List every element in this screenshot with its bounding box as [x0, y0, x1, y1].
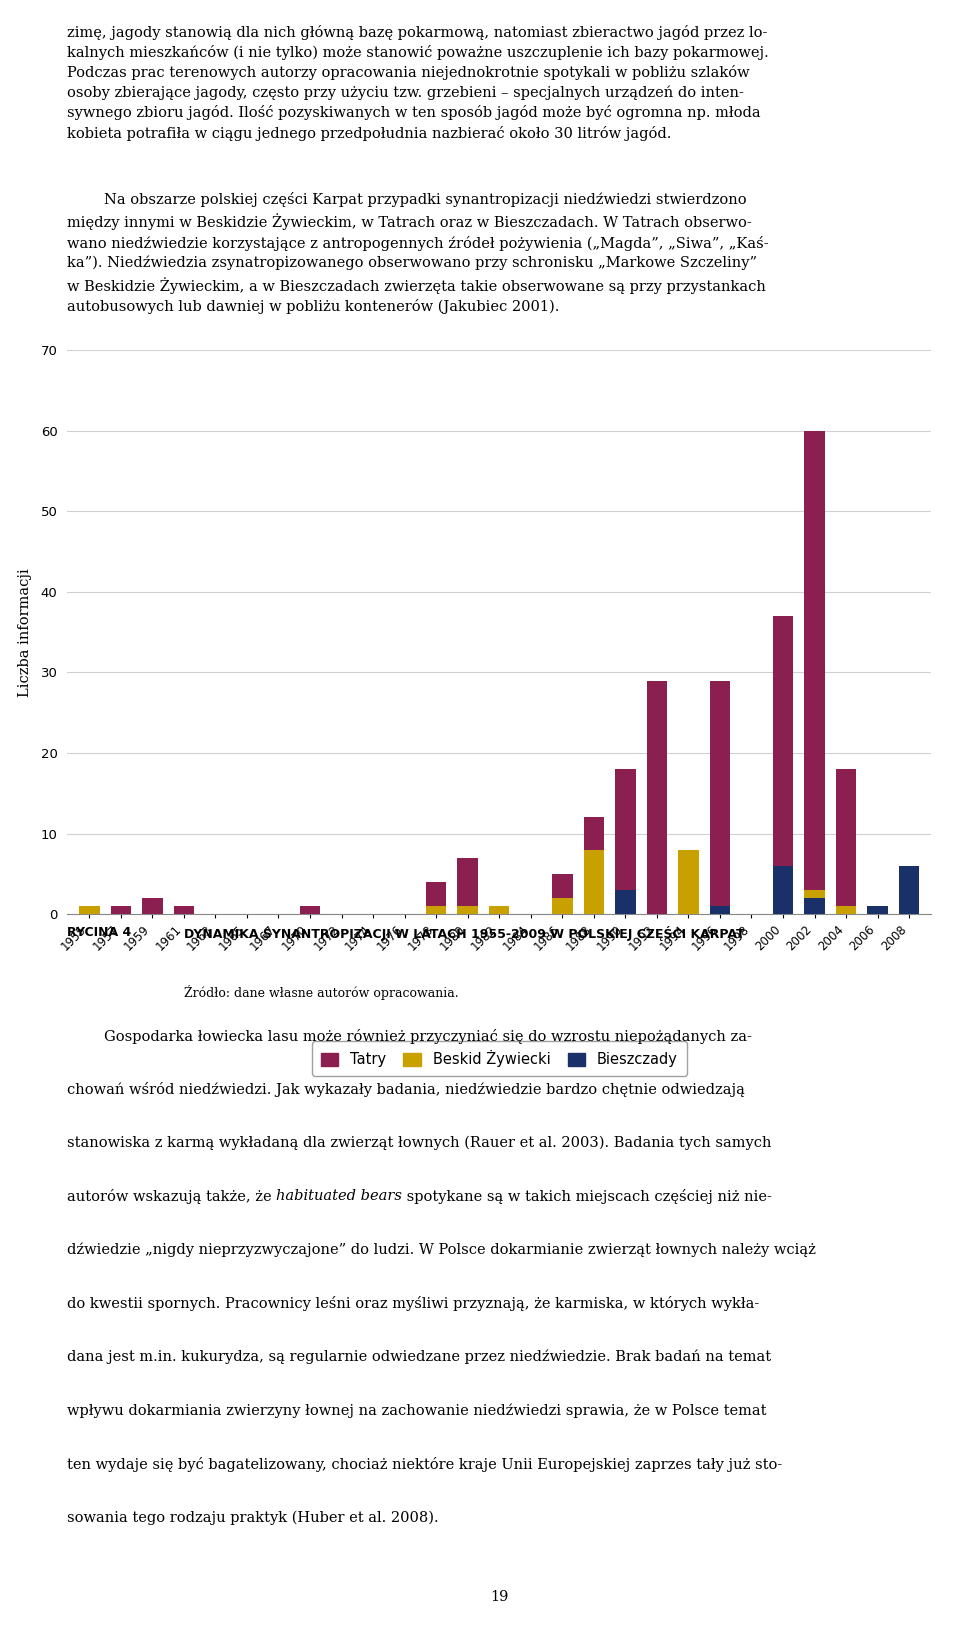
Text: dźwiedzie „nigdy nieprzyzwyczajone” do ludzi. W Polsce dokarmianie zwierząt łown: dźwiedzie „nigdy nieprzyzwyczajone” do l…	[67, 1243, 816, 1257]
Text: dana jest m.in. kukurydza, są regularnie odwiedzane przez niedźwiedzie. Brak bad: dana jest m.in. kukurydza, są regularnie…	[67, 1349, 771, 1364]
Text: spotykane są w takich miejscach częściej niż nie-: spotykane są w takich miejscach częściej…	[402, 1189, 772, 1203]
Text: 19: 19	[490, 1589, 509, 1604]
Bar	[804, 889, 825, 914]
Text: Źródło: dane własne autorów opracowania.: Źródło: dane własne autorów opracowania.	[183, 984, 459, 1001]
Bar	[584, 818, 604, 914]
Text: DYNAMIKA SYNANTROPIZACJI W LATACH 1955-2009 W POLSKIEJ CZĘŚCI KARPAT: DYNAMIKA SYNANTROPIZACJI W LATACH 1955-2…	[183, 925, 744, 940]
Bar	[804, 432, 825, 914]
Bar	[457, 906, 478, 914]
Text: chowań wśród niedźwiedzi. Jak wykazały badania, niedźwiedzie bardzo chętnie odwi: chowań wśród niedźwiedzi. Jak wykazały b…	[67, 1082, 745, 1097]
Text: sowania tego rodzaju praktyk (Huber et al. 2008).: sowania tego rodzaju praktyk (Huber et a…	[67, 1511, 439, 1524]
Text: wpływu dokarmiania zwierzyny łownej na zachowanie niedźwiedzi sprawia, że w Pols: wpływu dokarmiania zwierzyny łownej na z…	[67, 1403, 767, 1418]
Bar	[773, 616, 793, 914]
Bar	[804, 898, 825, 914]
Bar	[300, 906, 321, 914]
Text: Na obszarze polskiej części Karpat przypadki synantropizacji niedźwiedzi stwierd: Na obszarze polskiej części Karpat przyp…	[67, 193, 769, 314]
Text: Gospodarka łowiecka lasu może również przyczyniać się do wzrostu niepożądanych z: Gospodarka łowiecka lasu może również pr…	[67, 1028, 752, 1043]
Bar	[615, 768, 636, 914]
Bar	[899, 906, 920, 914]
Text: do kwestii spornych. Pracownicy leśni oraz myśliwi przyznają, że karmiska, w któ: do kwestii spornych. Pracownicy leśni or…	[67, 1297, 759, 1311]
Y-axis label: Liczba informacji: Liczba informacji	[18, 567, 33, 697]
Bar	[142, 898, 162, 914]
Bar	[457, 858, 478, 914]
Bar	[79, 906, 100, 914]
Bar	[174, 906, 194, 914]
Bar	[647, 680, 667, 914]
Bar	[615, 889, 636, 914]
Bar	[836, 768, 856, 914]
Bar	[899, 898, 920, 914]
Bar	[709, 680, 731, 914]
Bar	[426, 881, 446, 914]
Bar	[836, 906, 856, 914]
Text: autorów wskazują także, że: autorów wskazują także, że	[67, 1189, 276, 1203]
Bar	[678, 850, 699, 914]
Bar	[678, 873, 699, 914]
Bar	[489, 906, 510, 914]
Bar	[110, 906, 132, 914]
Text: ten wydaje się być bagatelizowany, chociaż niektóre kraje Unii Europejskiej zapr: ten wydaje się być bagatelizowany, choci…	[67, 1457, 782, 1472]
Text: habituated bears: habituated bears	[276, 1189, 402, 1203]
Bar	[899, 867, 920, 914]
Bar	[615, 906, 636, 914]
Text: zimę, jagody stanowią dla nich główną bazę pokarmową, natomiast zbieractwo jagód: zimę, jagody stanowią dla nich główną ba…	[67, 25, 769, 141]
Bar	[709, 906, 731, 914]
Bar	[709, 906, 731, 914]
Bar	[552, 898, 572, 914]
Text: stanowiska z karmą wykładaną dla zwierząt łownych (Rauer et al. 2003). Badania t: stanowiska z karmą wykładaną dla zwierzą…	[67, 1136, 772, 1149]
Bar	[426, 906, 446, 914]
Bar	[773, 867, 793, 914]
Bar	[867, 906, 888, 914]
Bar	[552, 873, 572, 914]
Text: RYCINA 4: RYCINA 4	[67, 925, 132, 938]
Bar	[584, 850, 604, 914]
Legend: Tatry, Beskid Żywiecki, Bieszczady: Tatry, Beskid Żywiecki, Bieszczady	[312, 1041, 686, 1076]
